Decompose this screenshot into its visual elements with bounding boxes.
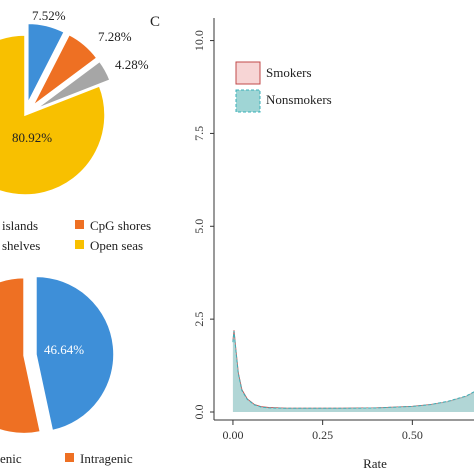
- pie1-legend: islands CpG shores shelves Open seas: [2, 218, 151, 253]
- panel-label: C: [150, 14, 160, 30]
- pie-slice-open-seas: [0, 34, 106, 196]
- pie-slice-cpg-islands: [27, 22, 66, 104]
- legend-label-shores: CpG shores: [90, 218, 151, 233]
- y-tick-label: 7.5: [192, 126, 206, 141]
- line-smokers: [232, 330, 474, 409]
- legend-label-intergenic: enic: [0, 451, 22, 466]
- density-areas: [232, 330, 474, 412]
- y-tick-label: 2.5: [192, 312, 206, 327]
- pie-slice-cpg-shelves: [35, 60, 111, 110]
- pie1-label-islands: 7.52%: [32, 8, 66, 23]
- pie-chart-genic-regions: [0, 275, 115, 435]
- pie1-value-labels: 7.52% 7.28% 4.28% 80.92%: [12, 8, 149, 145]
- legend-swatch-nonsmokers: [235, 89, 261, 113]
- legend-label-intragenic: Intragenic: [80, 451, 133, 466]
- y-tick-label: 10.0: [192, 30, 206, 51]
- pie-slice-intergenic: [35, 275, 115, 432]
- density-legend: Smokers Nonsmokers: [235, 61, 332, 113]
- area-smokers: [232, 330, 474, 412]
- legend-label-smokers: Smokers: [266, 65, 312, 80]
- pie2-legend: enic Intragenic: [0, 451, 133, 466]
- y-tick-label: 5.0: [192, 219, 206, 234]
- pie-slice-cpg-shores: [32, 33, 98, 107]
- legend-label-nonsmokers: Nonsmokers: [266, 92, 332, 107]
- x-tick-label: 0.50: [402, 428, 423, 442]
- density-chart: 0.02.55.07.510.00.000.250.500.75: [192, 18, 474, 442]
- pie-chart-cpg-regions: [0, 22, 111, 196]
- x-tick-label: 0.25: [312, 428, 333, 442]
- x-tick-label: 0.00: [222, 428, 243, 442]
- x-axis-title: Rate: [363, 456, 387, 471]
- line-nonsmokers: [232, 330, 474, 409]
- legend-label-shelves: shelves: [2, 238, 40, 253]
- legend-swatch-intragenic: [65, 453, 74, 462]
- pie1-label-shores: 7.28%: [98, 29, 132, 44]
- area-nonsmokers: [232, 331, 474, 412]
- legend-label-open-seas: Open seas: [90, 238, 143, 253]
- pie1-label-shelves: 4.28%: [115, 57, 149, 72]
- legend-swatch-smokers: [235, 61, 261, 85]
- pie1-label-open-seas: 80.92%: [12, 130, 52, 145]
- y-tick-label: 0.0: [192, 405, 206, 420]
- pie2-label-intergenic: 46.64%: [44, 342, 84, 357]
- legend-swatch-shores: [75, 220, 84, 229]
- legend-swatch-open-seas: [75, 240, 84, 249]
- pie-slice-intragenic: [0, 276, 42, 435]
- legend-label-islands: islands: [2, 218, 38, 233]
